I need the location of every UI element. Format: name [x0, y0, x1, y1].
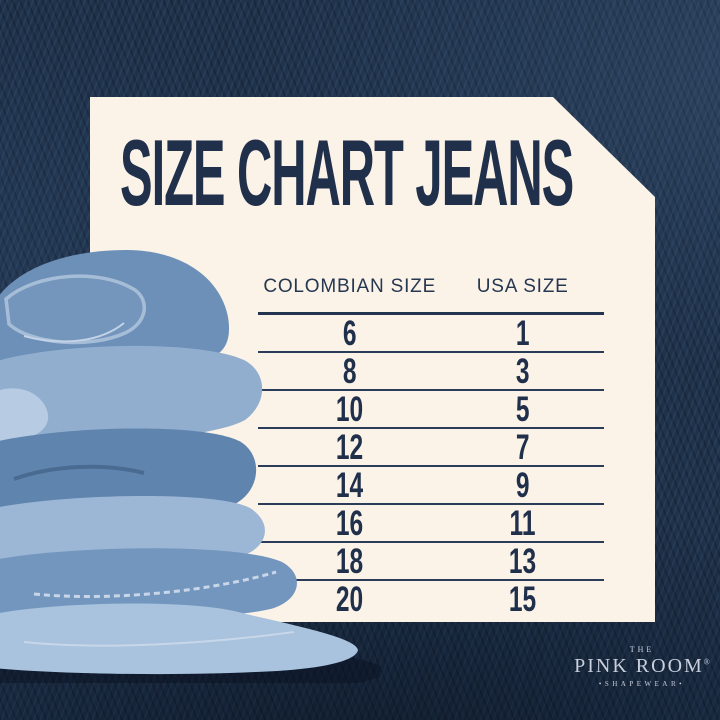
- usa-size-value: 3: [441, 354, 604, 389]
- table-row: 16 11: [258, 505, 604, 543]
- usa-size-value: 1: [441, 316, 604, 351]
- table-header-row: COLOMBIAN SIZE USA SIZE: [258, 262, 604, 315]
- logo-name-text: PINK ROOM: [574, 655, 704, 677]
- jean-layer-6: [0, 603, 358, 675]
- registered-trademark-icon: ®: [703, 657, 710, 667]
- column-header-colombian-size: COLOMBIAN SIZE: [263, 276, 437, 297]
- colombian-size-value: 20: [258, 582, 441, 617]
- size-number: 10: [336, 389, 364, 429]
- usa-size-value: 5: [441, 392, 604, 427]
- jeans-back-pocket: [4, 274, 146, 345]
- size-number: 7: [515, 427, 530, 467]
- colombian-size-value: 6: [258, 316, 441, 351]
- fold-shadow-line: [13, 464, 145, 481]
- brand-logo: THE PINK ROOM® •SHAPEWEAR•: [572, 645, 712, 688]
- size-number: 18: [336, 541, 364, 581]
- size-number: 6: [342, 313, 357, 353]
- jean-layer-3: [0, 428, 256, 520]
- table-row: 6 1: [258, 315, 604, 353]
- jean-layer-5: [0, 548, 297, 619]
- colombian-size-value: 8: [258, 354, 441, 389]
- size-number: 1: [515, 313, 530, 353]
- colombian-size-value: 10: [258, 392, 441, 427]
- logo-prefix: THE: [629, 645, 655, 654]
- table-row: 18 13: [258, 543, 604, 581]
- usa-size-value: 13: [441, 544, 604, 579]
- table-row: 8 3: [258, 353, 604, 391]
- pocket-stitch-line: [23, 322, 125, 343]
- size-number: 8: [342, 351, 357, 391]
- colombian-size-value: 18: [258, 544, 441, 579]
- size-number: 14: [336, 465, 364, 505]
- size-number: 9: [515, 465, 530, 505]
- stacked-jeans-image: [0, 250, 380, 683]
- usa-size-value: 15: [441, 582, 604, 617]
- usa-size-value: 9: [441, 468, 604, 503]
- size-number: 12: [336, 427, 364, 467]
- jean-layer-4: [0, 495, 265, 565]
- size-table: COLOMBIAN SIZE USA SIZE 6 1 8 3 10 5 12 …: [258, 262, 604, 617]
- size-number: 16: [336, 503, 364, 543]
- table-row: 14 9: [258, 467, 604, 505]
- size-number: 20: [336, 579, 364, 619]
- page-title: SIZE CHART JEANS: [120, 120, 574, 225]
- colombian-size-value: 14: [258, 468, 441, 503]
- seam-stitch-line: [33, 570, 277, 598]
- size-number: 13: [509, 541, 537, 581]
- size-number: 11: [509, 503, 536, 543]
- logo-tagline: •SHAPEWEAR•: [598, 680, 686, 688]
- colombian-size-value: 16: [258, 506, 441, 541]
- logo-name: PINK ROOM®: [572, 655, 712, 678]
- usa-size-value: 7: [441, 430, 604, 465]
- size-number: 5: [515, 389, 530, 429]
- jean-layer-2: [0, 345, 263, 444]
- size-number: 15: [509, 579, 537, 619]
- table-row: 20 15: [258, 581, 604, 617]
- table-row: 10 5: [258, 391, 604, 429]
- hem-highlight-line: [23, 631, 295, 647]
- size-number: 3: [515, 351, 530, 391]
- table-body: 6 1 8 3 10 5 12 7 14 9 16 11: [258, 315, 604, 617]
- usa-size-value: 11: [441, 506, 604, 541]
- column-header-usa-size: USA SIZE: [476, 276, 569, 297]
- jean-cuff-fold: [0, 388, 49, 442]
- colombian-size-value: 12: [258, 430, 441, 465]
- table-row: 12 7: [258, 429, 604, 467]
